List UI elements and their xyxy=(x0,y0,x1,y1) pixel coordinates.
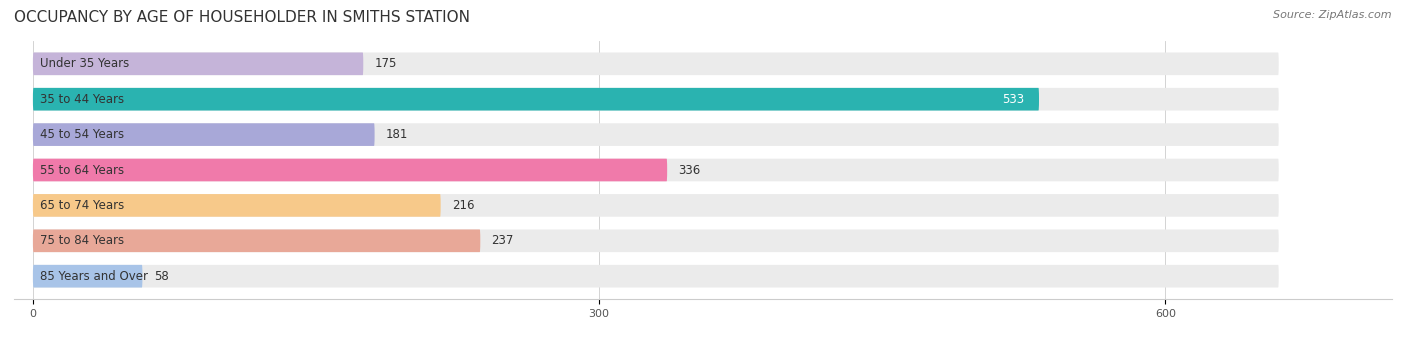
FancyBboxPatch shape xyxy=(32,230,1278,252)
FancyBboxPatch shape xyxy=(32,52,1278,75)
Text: 237: 237 xyxy=(492,234,515,247)
Text: 181: 181 xyxy=(385,128,408,141)
Text: 175: 175 xyxy=(374,57,396,70)
Text: 533: 533 xyxy=(1001,93,1024,106)
FancyBboxPatch shape xyxy=(32,265,142,288)
FancyBboxPatch shape xyxy=(32,159,668,181)
Text: 58: 58 xyxy=(153,270,169,283)
FancyBboxPatch shape xyxy=(32,52,363,75)
Text: 45 to 54 Years: 45 to 54 Years xyxy=(41,128,125,141)
Text: 65 to 74 Years: 65 to 74 Years xyxy=(41,199,125,212)
FancyBboxPatch shape xyxy=(32,265,1278,288)
Text: Source: ZipAtlas.com: Source: ZipAtlas.com xyxy=(1274,10,1392,20)
Text: 55 to 64 Years: 55 to 64 Years xyxy=(41,164,125,176)
Text: 35 to 44 Years: 35 to 44 Years xyxy=(41,93,125,106)
FancyBboxPatch shape xyxy=(32,159,1278,181)
FancyBboxPatch shape xyxy=(32,88,1039,110)
FancyBboxPatch shape xyxy=(32,123,1278,146)
Text: OCCUPANCY BY AGE OF HOUSEHOLDER IN SMITHS STATION: OCCUPANCY BY AGE OF HOUSEHOLDER IN SMITH… xyxy=(14,10,470,25)
Text: 85 Years and Over: 85 Years and Over xyxy=(41,270,149,283)
FancyBboxPatch shape xyxy=(32,194,1278,217)
Text: 75 to 84 Years: 75 to 84 Years xyxy=(41,234,125,247)
Text: 336: 336 xyxy=(679,164,700,176)
Text: Under 35 Years: Under 35 Years xyxy=(41,57,129,70)
Text: 216: 216 xyxy=(451,199,474,212)
FancyBboxPatch shape xyxy=(32,230,481,252)
FancyBboxPatch shape xyxy=(32,123,374,146)
FancyBboxPatch shape xyxy=(32,194,440,217)
FancyBboxPatch shape xyxy=(32,88,1278,110)
